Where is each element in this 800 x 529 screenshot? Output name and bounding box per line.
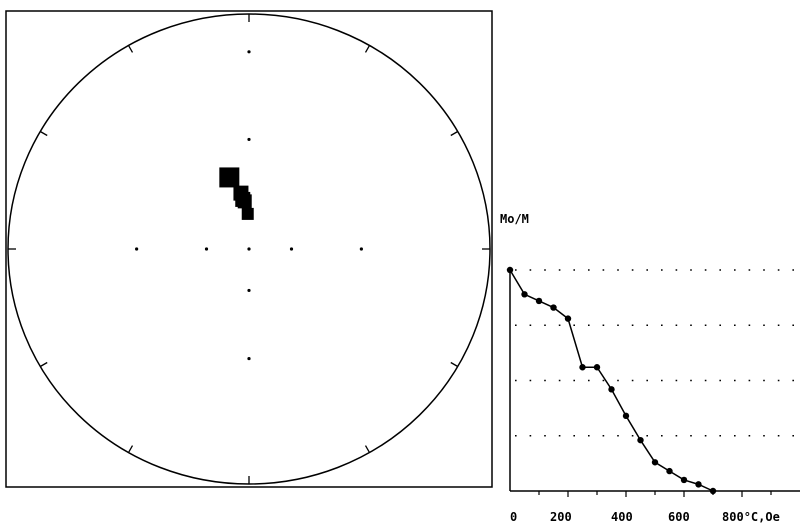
reference-dot [247,356,251,361]
data-point [219,167,240,188]
data-point [666,467,673,475]
x-tick-label: 200 [550,510,572,524]
reference-dot [247,137,251,142]
data-point [506,266,514,274]
reference-dot [247,50,251,54]
tick-mark [450,361,459,368]
gridlines [515,269,800,437]
reference-dot [247,288,251,293]
tick-mark [364,45,371,53]
tick-mark [127,45,134,53]
tick-mark [450,130,459,137]
data-point [695,481,702,488]
data-point [564,315,572,322]
data-point [550,304,557,311]
reference-dot [289,247,294,251]
stereonet-data-points [219,167,254,220]
x-tick-label-800: 800 [722,510,744,524]
data-point [709,487,717,495]
reference-dot [135,247,139,251]
x-tick-label: 400 [611,510,633,524]
data-point [237,194,252,209]
data-point [622,412,630,420]
data-point [579,364,586,371]
data-point [535,297,543,305]
x-axis-ticks [538,491,772,497]
tick-mark [39,130,48,137]
data-point [651,459,659,466]
data-point [241,207,254,220]
x-tick-label: 600 [668,510,690,524]
series-points [506,266,717,495]
reference-dot [247,247,251,251]
data-point [593,364,601,371]
tick-mark [127,445,134,453]
tick-mark [39,361,48,368]
reference-dot [204,247,209,251]
reference-dot [359,247,363,251]
x-axis-label: °C,Oe [743,510,780,524]
x-tick-label: 0 [510,510,518,524]
stereonet-frame [5,10,493,488]
data-point [608,386,615,393]
reference-dots [135,50,363,361]
data-point [521,291,528,298]
primitive-tick-marks [8,14,490,484]
data-point [637,436,644,444]
x-tick-label: 800°C,Oe [722,511,780,523]
data-point [680,476,688,484]
y-axis-label: Mo/M [500,212,529,226]
tick-mark [364,445,371,453]
